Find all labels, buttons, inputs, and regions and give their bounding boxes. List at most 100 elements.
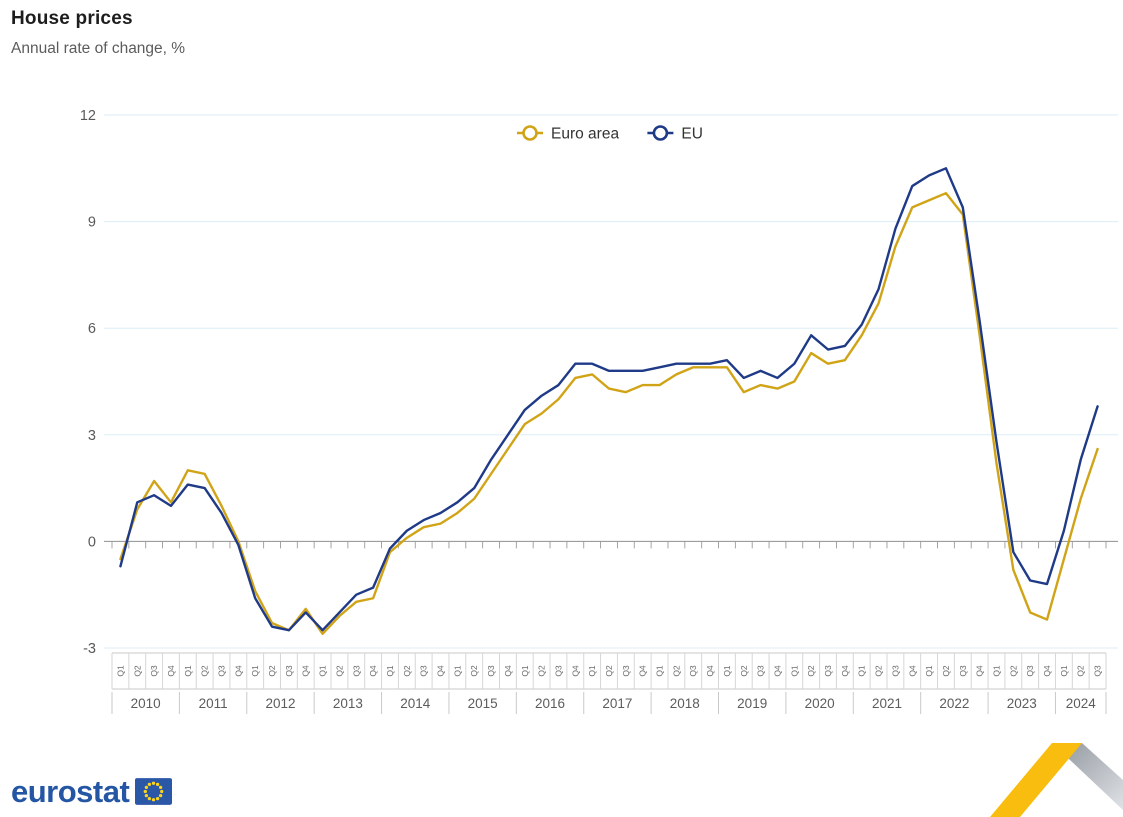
svg-text:Q4: Q4 bbox=[638, 665, 648, 677]
svg-text:Q2: Q2 bbox=[402, 665, 412, 677]
svg-text:Q3: Q3 bbox=[486, 665, 496, 677]
svg-text:2011: 2011 bbox=[199, 696, 228, 711]
svg-text:Q1: Q1 bbox=[115, 665, 125, 677]
series-line-eu bbox=[119, 167, 1099, 632]
gridlines bbox=[104, 114, 1118, 649]
svg-text:Q1: Q1 bbox=[857, 665, 867, 677]
svg-text:Q1: Q1 bbox=[520, 665, 530, 677]
svg-text:2020: 2020 bbox=[805, 696, 835, 711]
svg-text:Q1: Q1 bbox=[318, 665, 328, 677]
svg-text:Q4: Q4 bbox=[975, 665, 985, 677]
decorative-ribbon-icon bbox=[990, 743, 1123, 817]
x-axis-quarters: Q1 Q2 Q3 Q4 Q1 Q2 Q3 Q4 Q1 Q2 Q3 Q4 Q1 Q2 Q3 Q4 Q1 Q2 Q3 Q4… bbox=[111, 652, 1107, 690]
svg-text:Q4: Q4 bbox=[772, 665, 782, 677]
svg-text:Q2: Q2 bbox=[469, 665, 479, 677]
svg-text:Q2: Q2 bbox=[806, 665, 816, 677]
svg-text:Q3: Q3 bbox=[823, 665, 833, 677]
svg-text:Q4: Q4 bbox=[301, 665, 311, 677]
svg-text:Q2: Q2 bbox=[334, 665, 344, 677]
svg-text:Q4: Q4 bbox=[233, 665, 243, 677]
svg-text:Q2: Q2 bbox=[604, 665, 614, 677]
svg-text:Q1: Q1 bbox=[183, 665, 193, 677]
svg-text:2022: 2022 bbox=[939, 696, 969, 711]
chart-title: House prices bbox=[11, 8, 133, 29]
svg-text:Q1: Q1 bbox=[991, 665, 1001, 677]
svg-text:Q2: Q2 bbox=[132, 665, 142, 677]
svg-text:Q1: Q1 bbox=[722, 665, 732, 677]
svg-text:Q2: Q2 bbox=[267, 665, 277, 677]
svg-text:Q2: Q2 bbox=[537, 665, 547, 677]
svg-text:2016: 2016 bbox=[535, 696, 565, 711]
svg-text:Q3: Q3 bbox=[217, 665, 227, 677]
svg-text:Q3: Q3 bbox=[621, 665, 631, 677]
legend: Euro area EU bbox=[517, 125, 703, 143]
svg-text:Q1: Q1 bbox=[385, 665, 395, 677]
svg-text:Q3: Q3 bbox=[1025, 665, 1035, 677]
y-axis-labels: -3 0 3 6 9 12 bbox=[80, 108, 96, 657]
svg-text:Q3: Q3 bbox=[351, 665, 361, 677]
svg-text:Q2: Q2 bbox=[874, 665, 884, 677]
svg-text:Q4: Q4 bbox=[570, 665, 580, 677]
svg-text:Q4: Q4 bbox=[166, 665, 176, 677]
svg-text:9: 9 bbox=[88, 215, 96, 231]
svg-text:2024: 2024 bbox=[1066, 696, 1097, 711]
svg-text:2023: 2023 bbox=[1007, 696, 1037, 711]
svg-text:Q2: Q2 bbox=[1076, 665, 1086, 677]
svg-text:3: 3 bbox=[88, 428, 96, 444]
svg-text:6: 6 bbox=[88, 321, 96, 337]
svg-text:Q3: Q3 bbox=[284, 665, 294, 677]
svg-text:Q1: Q1 bbox=[789, 665, 799, 677]
svg-text:-3: -3 bbox=[83, 641, 96, 657]
svg-text:Q4: Q4 bbox=[705, 665, 715, 677]
svg-text:Q2: Q2 bbox=[671, 665, 681, 677]
svg-text:Q1: Q1 bbox=[924, 665, 934, 677]
svg-text:Q2: Q2 bbox=[739, 665, 749, 677]
eurostat-logo-text: eurostat bbox=[11, 774, 130, 809]
svg-text:Q3: Q3 bbox=[688, 665, 698, 677]
svg-text:Q4: Q4 bbox=[1042, 665, 1052, 677]
svg-text:2012: 2012 bbox=[265, 696, 295, 711]
svg-text:Q1: Q1 bbox=[587, 665, 597, 677]
svg-text:Euro area: Euro area bbox=[551, 126, 619, 143]
svg-text:Q4: Q4 bbox=[907, 665, 917, 677]
chart-header: House prices Annual rate of change, % bbox=[11, 8, 185, 58]
svg-text:2021: 2021 bbox=[872, 696, 902, 711]
svg-text:Q4: Q4 bbox=[840, 665, 850, 677]
svg-text:Q3: Q3 bbox=[890, 665, 900, 677]
legend-item-euro-area[interactable]: Euro area bbox=[517, 125, 619, 143]
x-axis-years: 2010 2011 2012 2013 2014 2015 2016 2017 2018 2019… bbox=[111, 692, 1107, 714]
svg-text:2019: 2019 bbox=[737, 696, 767, 711]
svg-text:0: 0 bbox=[88, 534, 96, 550]
series-line-euro-area bbox=[119, 191, 1099, 635]
footer: eurostat bbox=[11, 774, 173, 809]
legend-item-eu[interactable]: EU bbox=[647, 125, 703, 143]
svg-text:Q3: Q3 bbox=[553, 665, 563, 677]
svg-text:Q1: Q1 bbox=[1059, 665, 1069, 677]
svg-text:Q1: Q1 bbox=[250, 665, 260, 677]
svg-text:Q3: Q3 bbox=[419, 665, 429, 677]
svg-text:2013: 2013 bbox=[333, 696, 363, 711]
svg-text:Q3: Q3 bbox=[756, 665, 766, 677]
svg-text:2015: 2015 bbox=[468, 696, 498, 711]
svg-text:12: 12 bbox=[80, 108, 96, 124]
svg-text:Q3: Q3 bbox=[1093, 665, 1103, 677]
eurostat-logo: eurostat bbox=[11, 774, 173, 809]
svg-text:Q4: Q4 bbox=[436, 665, 446, 677]
svg-text:2010: 2010 bbox=[131, 696, 161, 711]
svg-text:2014: 2014 bbox=[400, 696, 431, 711]
svg-text:2018: 2018 bbox=[670, 696, 700, 711]
svg-text:2017: 2017 bbox=[602, 696, 632, 711]
svg-text:Q4: Q4 bbox=[368, 665, 378, 677]
svg-text:EU: EU bbox=[681, 126, 703, 143]
svg-text:Q3: Q3 bbox=[958, 665, 968, 677]
svg-text:Q4: Q4 bbox=[503, 665, 513, 677]
svg-text:Q1: Q1 bbox=[655, 665, 665, 677]
eu-flag-icon bbox=[135, 778, 173, 805]
svg-text:Q3: Q3 bbox=[149, 665, 159, 677]
chart-subtitle: Annual rate of change, % bbox=[11, 40, 186, 57]
zero-axis bbox=[104, 540, 1118, 549]
svg-text:Q2: Q2 bbox=[1008, 665, 1018, 677]
svg-text:Q2: Q2 bbox=[941, 665, 951, 677]
